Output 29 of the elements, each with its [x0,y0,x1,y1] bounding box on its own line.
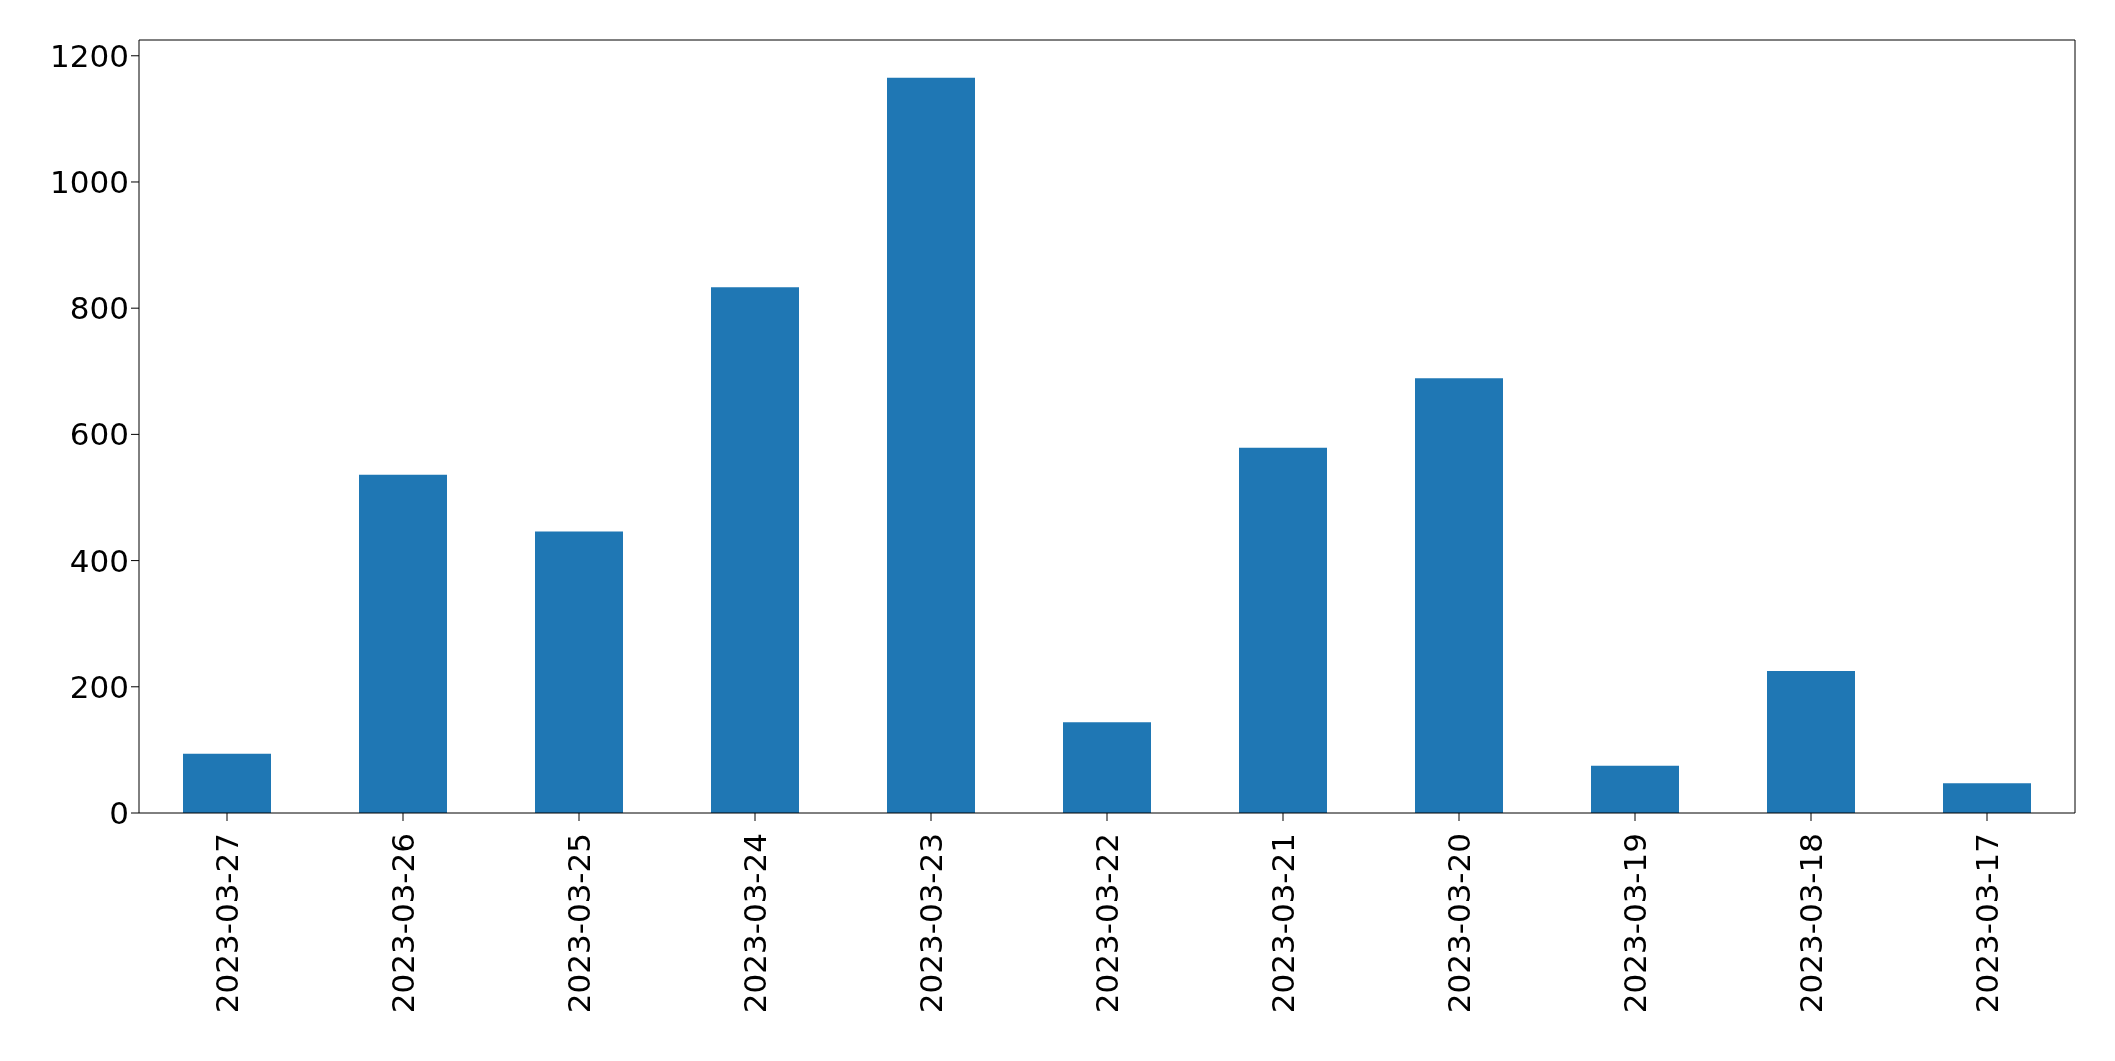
y-tick-label: 1200 [50,37,129,74]
bar [887,77,975,813]
y-tick-label: 200 [69,668,129,705]
x-tick-label: 2023-03-24 [737,833,773,1014]
y-tick-label: 1000 [50,163,129,200]
bar [1943,783,2031,813]
bar [535,531,623,813]
x-tick-label: 2023-03-19 [1617,833,1653,1014]
bar [1063,722,1151,813]
x-tick-label: 2023-03-18 [1793,833,1829,1014]
y-tick-label: 600 [69,416,129,453]
bar [711,287,799,813]
y-tick-label: 0 [109,795,129,832]
bar [1239,447,1327,813]
bar [1767,671,1855,813]
x-tick-label: 2023-03-17 [1969,833,2005,1014]
x-tick-label: 2023-03-25 [561,833,597,1014]
x-tick-label: 2023-03-27 [209,833,245,1014]
bar [359,474,447,813]
x-tick-label: 2023-03-20 [1441,833,1477,1014]
bar [1415,378,1503,813]
x-tick-label: 2023-03-21 [1265,833,1301,1014]
y-tick-label: 400 [69,542,129,579]
x-tick-label: 2023-03-23 [913,833,949,1014]
x-tick-label: 2023-03-26 [385,833,421,1014]
bar [1591,765,1679,813]
bar [183,753,271,813]
y-tick-label: 800 [69,290,129,327]
x-tick-label: 2023-03-22 [1089,833,1125,1014]
